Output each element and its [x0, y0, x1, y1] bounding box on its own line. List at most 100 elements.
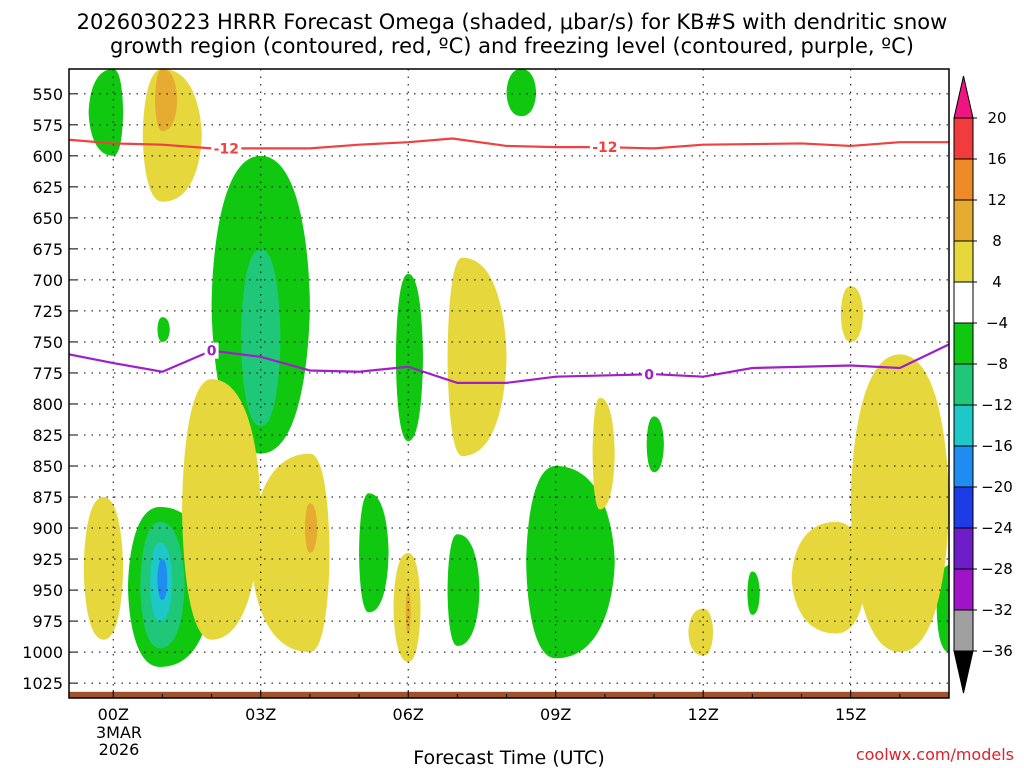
- contour-label-0-0: -12: [214, 141, 239, 157]
- colorbar-bin-9: [953, 486, 974, 529]
- colorbar-bin-0: [953, 117, 974, 160]
- omega-region-24: [447, 257, 507, 457]
- x-tick-label-12Z: 12Z: [688, 705, 719, 724]
- date-label-month: 3MAR: [96, 723, 142, 742]
- omega-region-19: [182, 379, 261, 640]
- omega-region-8: [447, 534, 480, 646]
- y-tick-label-850: 850: [32, 457, 63, 476]
- y-tick-label-700: 700: [32, 271, 63, 290]
- colorbar-bin-10: [953, 527, 974, 570]
- colorbar-label-0: 20: [987, 109, 1006, 127]
- colorbar-bin-2: [953, 199, 974, 242]
- y-tick-label-725: 725: [32, 302, 63, 321]
- y-tick-label-825: 825: [32, 426, 63, 445]
- y-tick-label-600: 600: [32, 147, 63, 166]
- colorbar-label-2: 12: [987, 191, 1006, 209]
- omega-region-6: [395, 273, 423, 442]
- contour-label-0-1: -12: [592, 140, 617, 156]
- colorbar-label-7: −12: [981, 396, 1013, 414]
- contour-label-1-1: 0: [644, 367, 654, 383]
- y-tick-label-1025: 1025: [22, 674, 63, 693]
- omega-region-21: [304, 503, 318, 553]
- x-axis: 00Z 03Z 06Z 09Z 12Z 15Z: [98, 690, 950, 724]
- colorbar-bin-11: [953, 568, 974, 611]
- y-tick-label-925: 925: [32, 550, 63, 569]
- y-tick-label-575: 575: [32, 116, 63, 135]
- y-tick-label-900: 900: [32, 519, 63, 538]
- contour-line-1: [69, 343, 949, 384]
- colorbar-label-13: −36: [981, 642, 1013, 660]
- x-tick-label-00Z: 00Z: [98, 705, 129, 724]
- omega-region-28: [840, 286, 863, 342]
- omega-region-9: [526, 466, 615, 659]
- colorbar-label-9: −20: [981, 478, 1013, 496]
- omega-region-10: [646, 416, 664, 473]
- colorbar: 20 16 12 8 4 −4 −8 −12 −16 −20 −24 −28 −32 −36: [953, 75, 1013, 694]
- chart-title-line-1: 2026030223 HRRR Forecast Omega (shaded, …: [77, 10, 948, 34]
- omega-shading-layer: [83, 69, 949, 667]
- chart-title-line-2: growth region (contoured, red, ºC) and f…: [110, 34, 914, 58]
- omega-region-20: [250, 453, 330, 653]
- colorbar-bin-8: [953, 445, 974, 488]
- omega-region-27: [791, 521, 866, 634]
- omega-region-29: [850, 354, 949, 653]
- plot-frame: [68, 68, 950, 699]
- y-axis: 550 575 600 625 650 675 700 725 750 775 800 825 850 8…: [22, 85, 77, 693]
- y-tick-label-550: 550: [32, 85, 63, 104]
- colorbar-bottom-arrow: [953, 650, 974, 694]
- colorbar-label-5: −4: [986, 314, 1008, 332]
- omega-region-7: [359, 493, 389, 613]
- x-tick-label-09Z: 09Z: [540, 705, 571, 724]
- x-tick-label-15Z: 15Z: [835, 705, 866, 724]
- omega-region-23: [405, 590, 411, 634]
- y-tick-label-650: 650: [32, 209, 63, 228]
- colorbar-label-12: −32: [981, 601, 1013, 619]
- colorbar-label-10: −24: [981, 519, 1013, 537]
- colorbar-label-6: −8: [986, 355, 1008, 373]
- colorbar-label-1: 16: [987, 150, 1006, 168]
- y-tick-label-950: 950: [32, 581, 63, 600]
- contour-label-bg: [211, 140, 242, 157]
- y-tick-label-750: 750: [32, 333, 63, 352]
- temperature-contours: -12 -12 0 0: [69, 137, 949, 384]
- colorbar-top-arrow: [953, 75, 974, 119]
- colorbar-bin-4: [953, 281, 974, 324]
- x-axis-title: Forecast Time (UTC): [413, 747, 604, 768]
- omega-region-11: [747, 571, 760, 615]
- colorbar-bin-5: [953, 322, 974, 365]
- omega-region-18: [83, 497, 124, 640]
- colorbar-bin-1: [953, 158, 974, 201]
- y-tick-label-675: 675: [32, 240, 63, 259]
- colorbar-label-11: −28: [981, 560, 1013, 578]
- colorbar-bin-3: [953, 240, 974, 283]
- contour-label-bg: [589, 139, 620, 156]
- y-tick-label-775: 775: [32, 364, 63, 383]
- contour-label-1-0: 0: [207, 344, 217, 360]
- omega-region-26: [688, 608, 714, 656]
- omega-region-3: [157, 559, 168, 600]
- colorbar-bin-7: [953, 404, 974, 447]
- colorbar-label-4: 4: [992, 273, 1002, 291]
- surface-strip: [69, 691, 949, 698]
- y-tick-label-800: 800: [32, 395, 63, 414]
- omega-region-5: [241, 248, 281, 427]
- colorbar-bin-6: [953, 363, 974, 406]
- surface-layer: [69, 691, 949, 698]
- omega-region-25: [592, 397, 615, 510]
- contour-label-bg: [204, 342, 219, 359]
- colorbar-label-3: 8: [992, 232, 1002, 250]
- x-tick-label-06Z: 06Z: [393, 705, 424, 724]
- y-tick-label-625: 625: [32, 178, 63, 197]
- omega-region-17: [155, 69, 178, 132]
- y-tick-label-1000: 1000: [22, 643, 63, 662]
- colorbar-bin-12: [953, 609, 974, 652]
- credit-text: coolwx.com/models: [856, 745, 1014, 764]
- y-tick-label-875: 875: [32, 488, 63, 507]
- y-tick-label-975: 975: [32, 612, 63, 631]
- contour-line-0: [69, 137, 949, 150]
- x-tick-label-03Z: 03Z: [245, 705, 276, 724]
- omega-region-14: [88, 69, 124, 156]
- omega-region-15: [506, 69, 537, 117]
- date-label-year: 2026: [99, 740, 140, 759]
